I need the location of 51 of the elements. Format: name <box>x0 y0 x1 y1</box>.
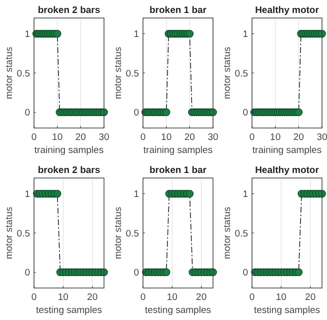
x-axis-title: training samples <box>34 145 104 156</box>
chart-title: Healthy motor <box>255 5 320 16</box>
x-tick-label: 30 <box>98 132 110 143</box>
x-tick-label: 10 <box>52 132 63 143</box>
y-axis-title: motor status <box>222 206 233 260</box>
x-axis-title: training samples <box>252 145 322 156</box>
y-tick-label: 0 <box>242 108 248 119</box>
y-tick-label: 0.5 <box>234 68 248 80</box>
y-tick-label: 0.5 <box>16 228 30 240</box>
x-tick-label: 10 <box>270 132 281 143</box>
x-tick-label: 20 <box>293 132 304 143</box>
y-axis-title: motor status <box>222 46 233 100</box>
y-axis-title: motor status <box>4 46 15 100</box>
y-tick-label: 1 <box>242 189 248 200</box>
y-tick-label: 0 <box>134 108 139 119</box>
x-tick-label: 20 <box>184 132 195 143</box>
x-tick-label: 10 <box>276 292 286 303</box>
y-tick-label: 0.5 <box>126 228 139 240</box>
y-axis-title: motor status <box>113 206 124 260</box>
y-axis-title: motor status <box>113 46 124 100</box>
x-tick-label: 10 <box>166 292 178 303</box>
x-axis-title: training samples <box>143 145 213 156</box>
x-tick-label: 20 <box>196 292 207 303</box>
y-tick-label: 0 <box>24 268 30 279</box>
y-tick-label: 1 <box>24 189 30 200</box>
chart-title: broken 2 bars <box>38 5 100 16</box>
x-tick-label: 20 <box>305 292 316 303</box>
x-tick-label: 30 <box>316 132 327 143</box>
x-axis-title: testing samples <box>254 305 320 316</box>
x-tick-label: 20 <box>87 292 98 303</box>
x-axis-title: testing samples <box>36 305 102 316</box>
y-tick-label: 1 <box>242 29 248 40</box>
y-tick-label: 0 <box>242 268 248 279</box>
y-tick-label: 1 <box>134 29 139 40</box>
y-tick-label: 0 <box>134 268 139 279</box>
x-tick-label: 10 <box>58 292 68 303</box>
chart-title: broken 1 bar <box>149 5 207 16</box>
chart-title: broken 1 bar <box>149 165 207 176</box>
x-axis-title: testing samples <box>144 305 212 316</box>
y-tick-label: 0.5 <box>234 228 248 240</box>
y-tick-label: 0 <box>24 108 30 119</box>
chart-title: broken 2 bars <box>38 165 100 176</box>
chart-title: Healthy motor <box>255 165 320 176</box>
x-tick-label: 10 <box>161 132 172 143</box>
x-tick-label: 20 <box>75 132 86 143</box>
y-tick-label: 0.5 <box>16 68 30 80</box>
y-tick-label: 1 <box>24 29 30 40</box>
x-tick-label: 30 <box>208 132 218 143</box>
y-tick-label: 1 <box>134 189 139 200</box>
y-tick-label: 0.5 <box>126 68 139 80</box>
y-axis-title: motor status <box>4 206 15 260</box>
